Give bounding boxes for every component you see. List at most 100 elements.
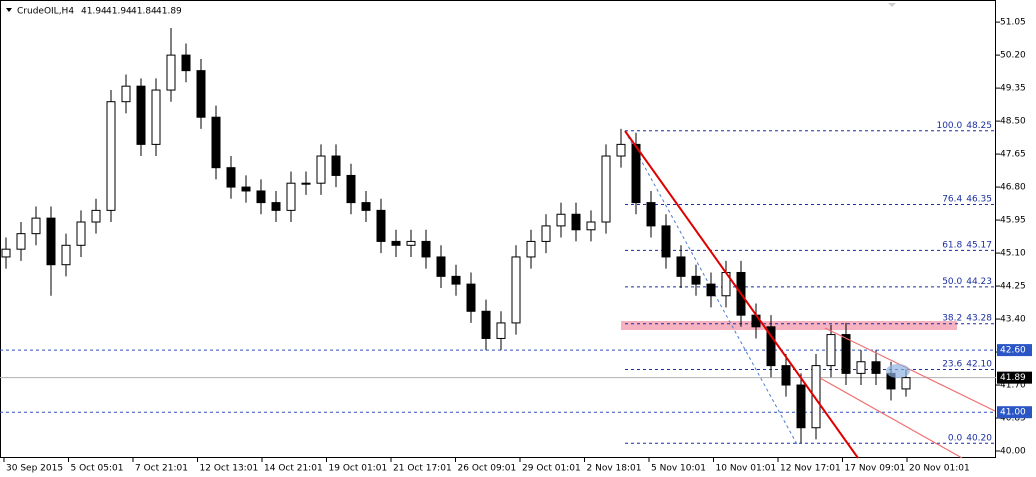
x-tick-label: 5 Nov 10:01 [651,464,706,474]
fib-price: 42.10 [966,359,992,369]
candle-body [46,217,56,266]
fib-ratio: 61.8 [942,240,962,250]
candle-body [616,143,626,157]
candle-body [871,361,881,374]
fib-ratio: 0.0 [948,433,963,443]
candle-body [121,85,131,103]
candle-body [556,213,566,227]
fib-price: 46.35 [966,194,992,204]
candle-body [901,377,911,390]
candle-body [316,155,326,184]
candle-body [346,174,356,204]
candle-body [211,116,221,169]
candle-body [466,283,476,312]
x-tick-label: 10 Nov 01:01 [716,464,777,474]
candle-body [481,310,491,339]
candle-body [391,240,401,246]
candle-body [31,217,41,235]
candle-body [301,182,311,185]
candle-body [631,143,641,204]
candle-body [781,365,791,386]
y-tick-label: 49.35 [1000,84,1026,94]
x-tick-label: 30 Sep 2015 [6,464,63,474]
candle-body [151,89,161,145]
candle-body [451,275,461,285]
candle-body [586,221,596,231]
candle-body [61,244,71,266]
candle-body [706,283,716,297]
fib-price: 48.25 [966,120,992,130]
x-tick-label: 19 Oct 01:01 [329,464,388,474]
price-label: 42.60 [1000,346,1026,356]
candle-body [286,182,296,211]
candle-body [241,186,251,192]
price-label-box [997,344,1032,357]
fib-ratio: 50.0 [942,276,962,286]
fib-ratio: 23.6 [942,359,962,369]
price-label: 41.00 [1000,408,1026,418]
candle-body [166,54,176,91]
highlight [886,364,910,378]
fib-price: 44.23 [966,276,992,286]
x-tick-label: 7 Oct 21:01 [135,464,188,474]
fib-ratio: 38.2 [942,313,962,323]
candle-body [661,225,671,258]
candle-body [751,314,761,328]
candle-body [826,334,836,367]
fib-price: 45.17 [966,240,992,250]
candle-body [856,361,866,374]
candle-body [196,70,206,118]
x-tick-label: 2 Nov 18:01 [587,464,642,474]
header-value: 41.94 [81,7,107,17]
candle-body [91,209,101,223]
candle-body [16,233,26,250]
y-tick-label: 50.20 [1000,51,1026,61]
candle-body [811,365,821,429]
y-tick-label: 44.25 [1000,282,1026,292]
y-tick-label: 45.95 [1000,216,1026,226]
fib-price: 43.28 [966,313,992,323]
trend-line [624,130,859,459]
candle-body [541,225,551,242]
current-price-box [997,371,1032,384]
fib-label: 23.6 42.10 [942,359,992,369]
candle-body [496,322,506,339]
candle-body [1,248,11,258]
candle-body [256,190,266,204]
annotations: 100.0 48.25 76.4 46.35 61.8 45.17 50.0 44.23 38.… [0,120,996,447]
fib-label: 38.2 43.28 [942,313,992,323]
x-tick-label: 12 Nov 17:01 [780,464,841,474]
fib-label: 76.4 46.35 [942,194,992,204]
y-tick-label: 51.05 [1000,18,1026,28]
current-price-label: 41.89 [1000,373,1026,383]
candle-body [376,209,386,242]
menu-arrow [6,8,12,12]
fib-price: 40.20 [966,433,992,443]
candle-body [841,334,851,374]
x-tick-label: 20 Nov 01:01 [909,464,970,474]
header-value: 41.94 [106,7,132,17]
x-tick-label: 12 Oct 13:01 [200,464,259,474]
header-value: 41.84 [131,7,157,17]
header-value: 41.89 [156,7,182,17]
y-tick-label: 41.70 [1000,381,1026,391]
symbol-title: CrudeOIL,H4 [17,7,74,17]
channel-top [824,327,996,412]
y-tick-label: 43.40 [1000,315,1026,325]
candle-body [571,213,581,231]
candle-body [136,85,146,145]
candle-body [361,202,371,211]
candle-body [646,202,656,227]
candle-body [331,155,341,176]
x-tick-label: 17 Nov 09:01 [845,464,906,474]
x-tick-label: 26 Oct 09:01 [458,464,517,474]
candle-body [601,155,611,223]
plot-frame [0,0,996,458]
header-ohlc: 41.94 41.94 41.84 41.89 [81,7,182,17]
candle-body [106,101,116,211]
candle-body [271,202,281,211]
y-tick-label: 40.00 [1000,447,1026,457]
y-tick-label: 48.50 [1000,117,1026,127]
scroll-marker [888,3,896,7]
